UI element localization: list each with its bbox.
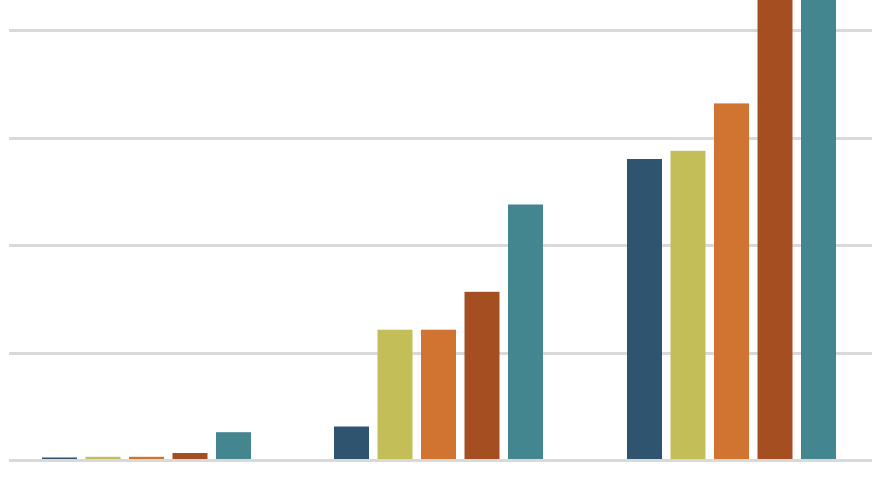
bar <box>377 329 413 460</box>
bar <box>714 103 749 461</box>
bar <box>508 204 543 460</box>
bar <box>42 457 77 460</box>
bar <box>85 456 121 460</box>
bar <box>801 0 836 460</box>
bar <box>757 0 793 460</box>
bar <box>421 329 456 460</box>
bar <box>216 432 251 460</box>
bar <box>172 453 208 460</box>
bar <box>129 456 164 460</box>
bar <box>464 291 500 460</box>
bar <box>627 159 662 460</box>
bars <box>42 0 836 461</box>
bar <box>670 150 706 461</box>
bar <box>334 426 369 460</box>
